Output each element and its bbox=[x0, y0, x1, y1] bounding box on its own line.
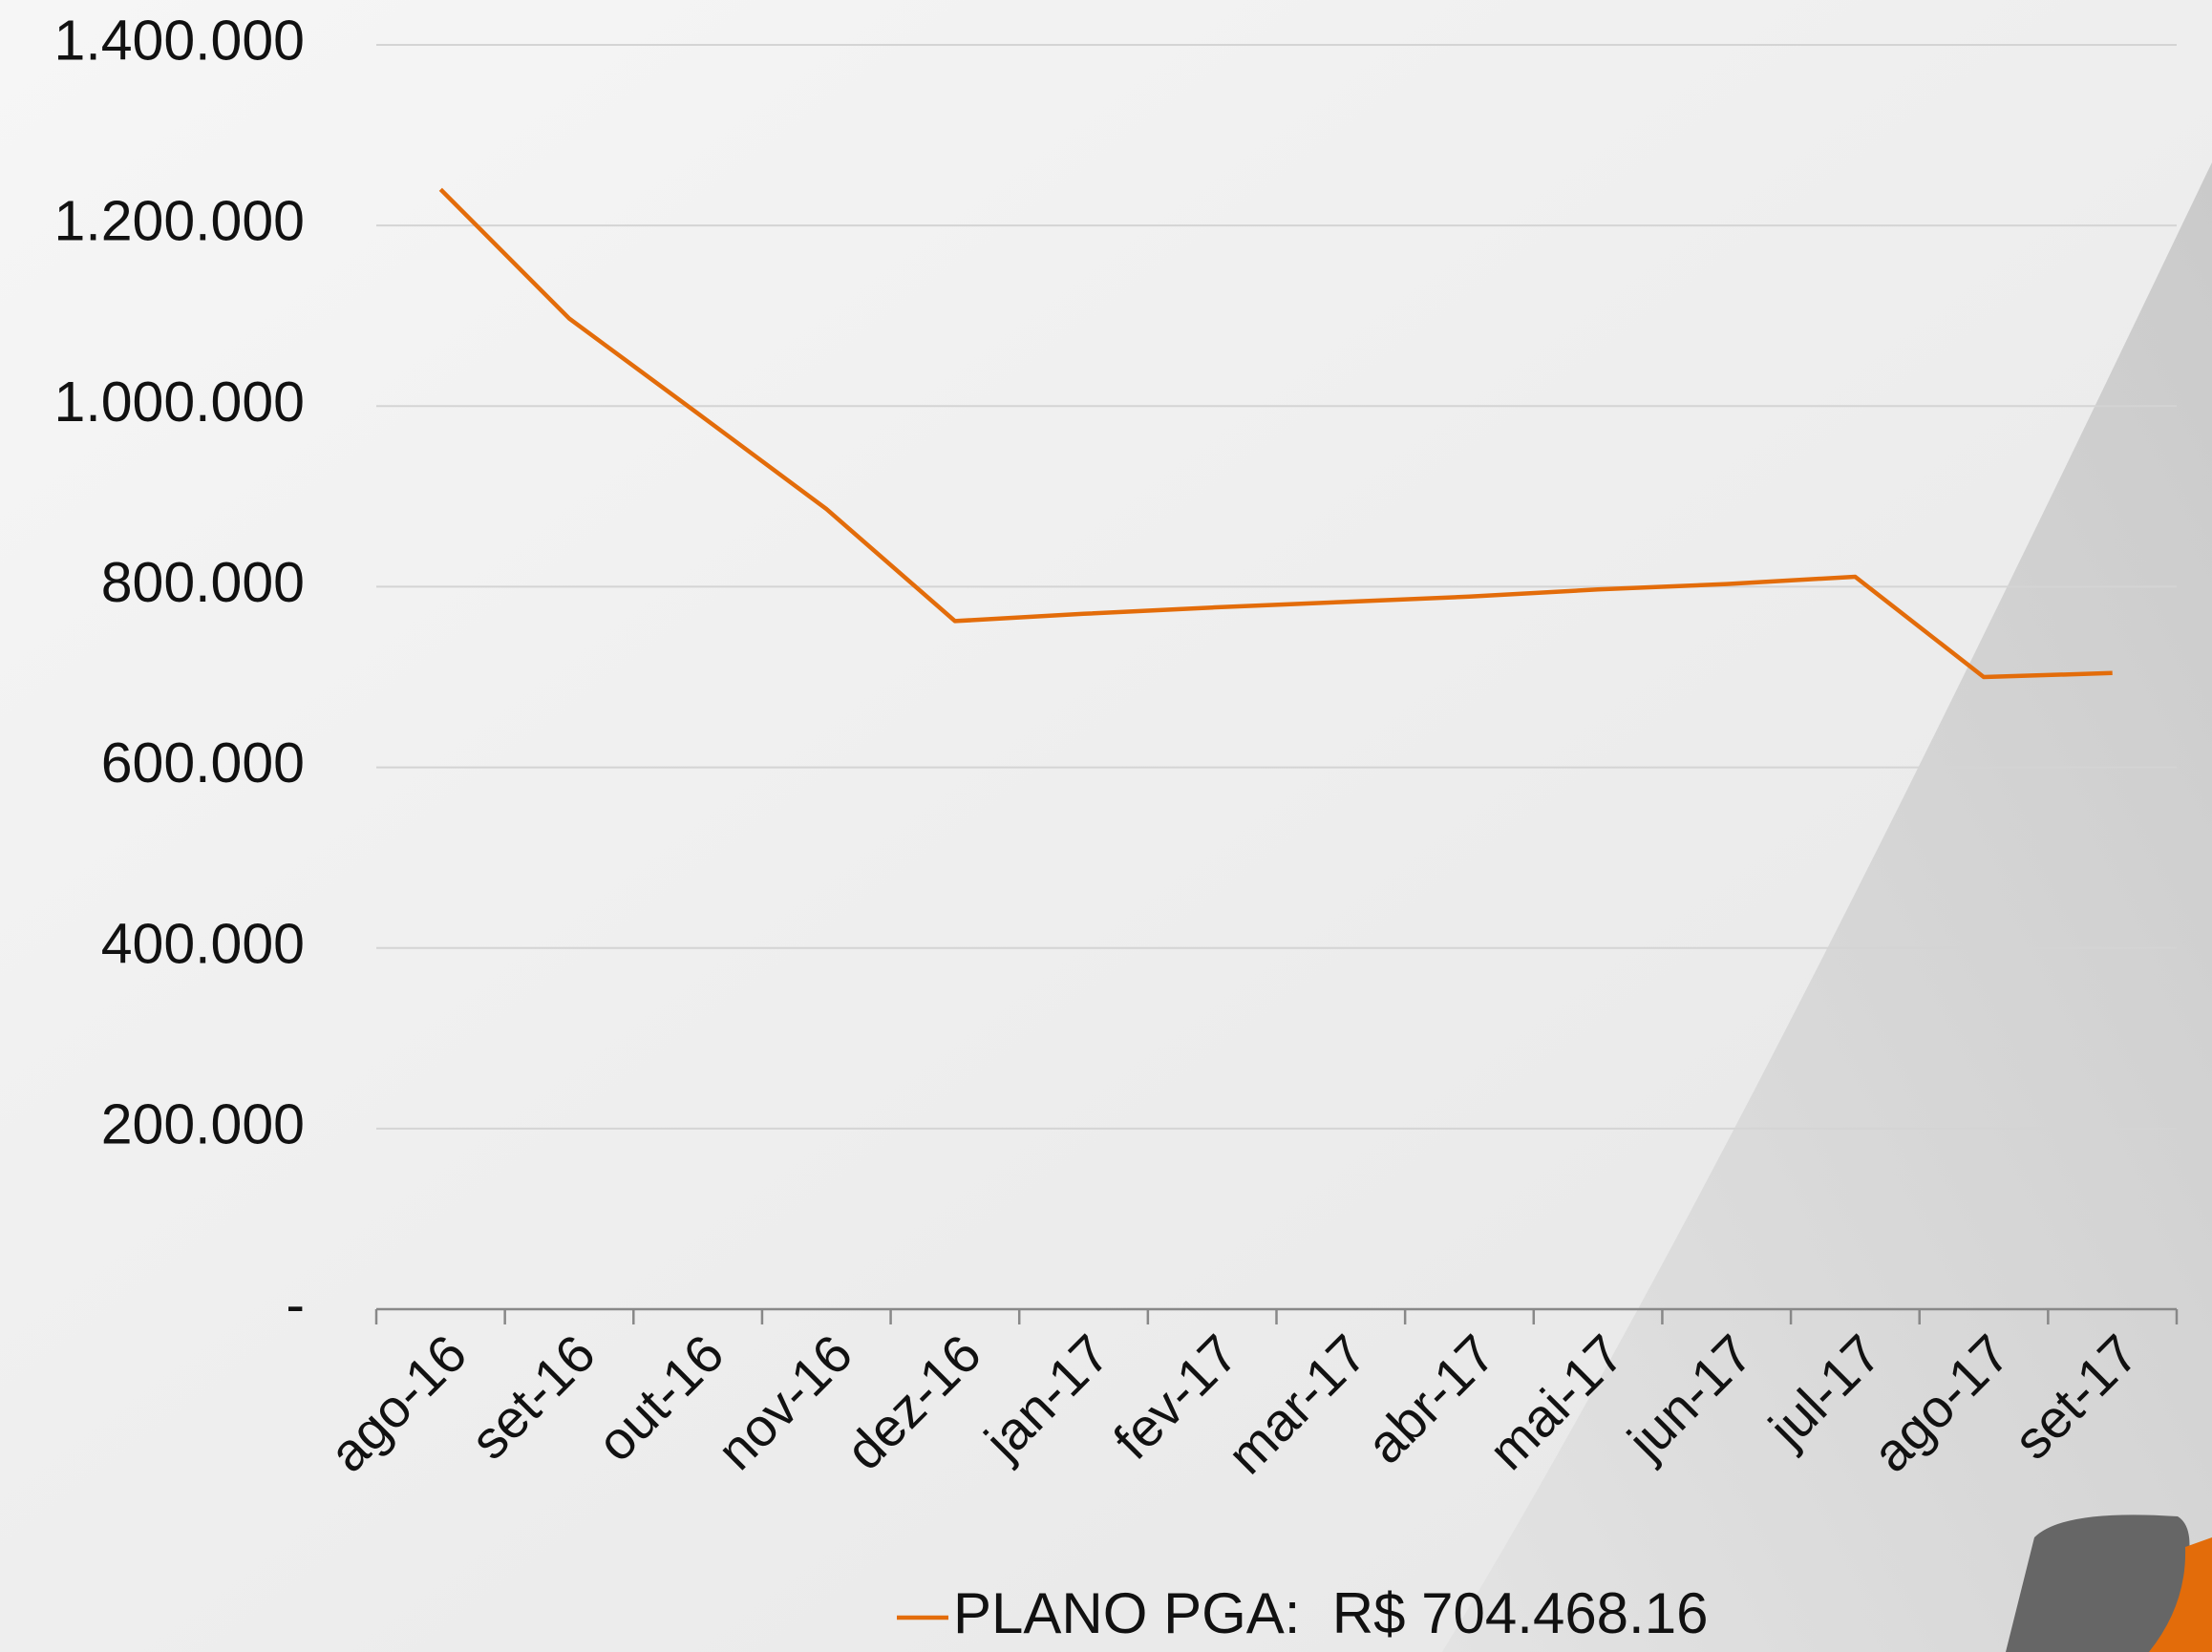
y-tick-label: 1.200.000 bbox=[54, 190, 305, 253]
legend-label: PLANO PGA: R$ 704.468.16 bbox=[953, 1581, 1708, 1645]
plot-area: - 200.000 400.000 600.000 800.000 1.000.000 1.… bbox=[54, 10, 2179, 1645]
y-tick-label: 1.000.000 bbox=[54, 371, 305, 434]
y-tick-label: 1.400.000 bbox=[54, 10, 305, 73]
y-tick-label: 600.000 bbox=[101, 731, 305, 794]
y-tick-label: 200.000 bbox=[101, 1092, 305, 1155]
y-tick-label: 800.000 bbox=[101, 551, 305, 614]
y-tick-label: - bbox=[286, 1274, 305, 1337]
y-tick-label: 400.000 bbox=[101, 912, 305, 975]
line-series bbox=[438, 187, 2113, 680]
background-wedge bbox=[1442, 162, 2212, 1652]
logo bbox=[2006, 1514, 2212, 1652]
